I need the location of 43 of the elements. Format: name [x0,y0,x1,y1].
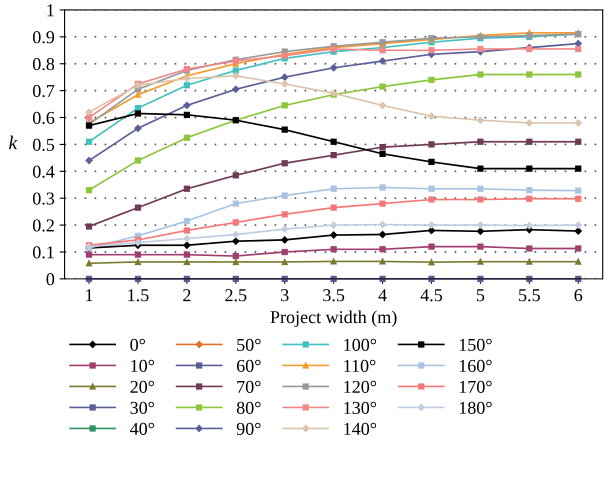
legend-label: 130° [344,402,376,414]
x-tick-label: 5 [476,289,484,302]
y-tick-label: 0.9 [32,31,54,44]
y-tick-label: 0 [46,273,54,286]
x-tick-label: 2 [183,289,190,302]
x-tick-label: 4 [378,289,387,302]
x-tick-label: 4.5 [420,289,442,302]
y-tick-label: 0.7 [32,84,54,98]
y-tick-label: 0.1 [32,246,54,259]
x-tick-label: 1.5 [128,289,149,302]
y-tick-label: 0.5 [32,138,54,151]
legend-label: 90° [236,422,261,435]
legend-label: 60° [236,360,261,372]
legend-label: 180° [460,402,492,414]
legend-label: 50° [237,338,261,351]
x-tick-label: 3.5 [323,289,344,302]
y-tick-label: 0.2 [32,219,54,232]
legend-label: 80° [236,402,261,414]
legend-label: 40° [130,422,154,435]
legend-label: 100° [344,338,376,351]
y-tick-label: 1 [47,4,54,16]
x-tick-label: 2.5 [225,289,246,302]
legend-label: 20° [130,380,154,393]
legend-label: 110° [344,360,376,372]
legend-label: 10° [131,360,154,372]
x-tick-label: 5.5 [519,289,540,302]
y-axis-title: k [9,136,18,150]
y-tick-label: 0.3 [32,192,54,205]
y-tick-label: 0.6 [32,112,54,124]
legend-label: 70° [237,380,261,393]
x-tick-label: 6 [574,289,582,302]
legend-label: 0° [130,338,146,351]
x-axis-title: Project width (m) [270,310,397,327]
x-tick-label: 1 [86,289,92,302]
legend-label: 160° [460,360,492,372]
legend-label: 120° [344,380,376,393]
legend-label: 140° [344,422,376,435]
legend-label: 170° [460,380,492,393]
legend-label: 30° [130,402,154,414]
y-tick-label: 0.8 [32,58,54,70]
legend-label: 150° [460,338,492,351]
x-tick-label: 3 [281,289,289,302]
y-tick-label: 0.4 [32,166,55,178]
